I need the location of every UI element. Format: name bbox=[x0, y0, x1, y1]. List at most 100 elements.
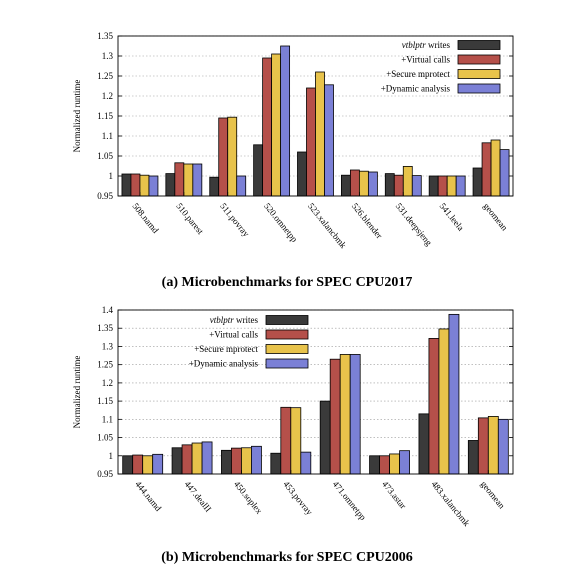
bar-1 bbox=[298, 152, 307, 196]
bar-4 bbox=[412, 176, 421, 196]
y-tick-label: 1.25 bbox=[97, 71, 113, 81]
y-tick-label: 1.15 bbox=[97, 396, 113, 406]
y-tick-label: 1.2 bbox=[102, 91, 113, 101]
bar-3 bbox=[192, 443, 202, 474]
legend-swatch bbox=[266, 345, 308, 354]
legend-swatch bbox=[266, 330, 308, 339]
bar-1 bbox=[123, 456, 133, 474]
y-tick-label: 1.2 bbox=[102, 378, 113, 388]
y-tick-label: 1.1 bbox=[102, 131, 113, 141]
chart-a: 0.95 1 1.05 1.1 1.15 1.2 1.25 1.3 1.35 Normalized… bbox=[72, 31, 513, 251]
bar-4 bbox=[281, 46, 290, 196]
y-tick-label: 1 bbox=[109, 171, 114, 181]
y-tick-label: 0.95 bbox=[97, 191, 113, 201]
y-tick-label: 0.95 bbox=[97, 469, 113, 479]
bar-3 bbox=[447, 176, 456, 196]
legend-swatch bbox=[458, 70, 500, 79]
bar-2 bbox=[380, 456, 390, 474]
bar-2 bbox=[131, 174, 140, 196]
legend-swatch bbox=[458, 55, 500, 64]
y-tick-label: 1.3 bbox=[102, 341, 114, 351]
bar-3 bbox=[291, 408, 301, 474]
legend: vtblptr writes +Virtual calls +Secure mpro… bbox=[189, 315, 308, 369]
legend-label-italic: vtblptr bbox=[210, 315, 234, 325]
bar-1 bbox=[271, 453, 281, 474]
bar-3 bbox=[241, 448, 251, 474]
bar-1 bbox=[370, 456, 380, 474]
bar-2 bbox=[182, 445, 192, 474]
y-tick-label: 1.35 bbox=[97, 31, 113, 41]
bar-2 bbox=[281, 407, 291, 474]
bar-4 bbox=[193, 164, 202, 196]
x-tick-label: 526.blender bbox=[350, 201, 385, 241]
bar-4 bbox=[500, 150, 509, 196]
y-tick-label: 1.4 bbox=[102, 305, 114, 315]
bar-4 bbox=[149, 176, 158, 196]
y-tick-label: 1.15 bbox=[97, 111, 113, 121]
y-tick-label: 1.05 bbox=[97, 433, 113, 443]
bar-4 bbox=[153, 454, 163, 474]
bar-3 bbox=[491, 140, 500, 196]
bar-1 bbox=[254, 145, 263, 196]
bar-4 bbox=[400, 451, 410, 474]
bar-4 bbox=[251, 446, 261, 474]
x-tick-label: 473.astar bbox=[380, 479, 408, 511]
bar-3 bbox=[439, 329, 449, 474]
legend-label: +Secure mprotect bbox=[386, 69, 450, 79]
legend-label: vtblptr writes bbox=[210, 315, 259, 325]
bar-3 bbox=[359, 171, 368, 196]
bar-1 bbox=[473, 168, 482, 196]
bar-3 bbox=[340, 354, 350, 474]
legend-label-italic: vtblptr bbox=[402, 40, 426, 50]
x-tick-label: 453.povray bbox=[281, 479, 315, 517]
legend-label-rest: writes bbox=[234, 315, 259, 325]
legend-swatch bbox=[458, 41, 500, 50]
x-tick-label: 531.deepsjeng bbox=[394, 201, 435, 248]
bar-2 bbox=[438, 176, 447, 196]
bar-4 bbox=[498, 419, 508, 474]
bar-3 bbox=[488, 416, 498, 474]
x-tick-label: geomean bbox=[482, 201, 511, 233]
bar-3 bbox=[403, 166, 412, 196]
bar-2 bbox=[231, 448, 241, 474]
legend-label: +Virtual calls bbox=[401, 55, 450, 65]
bar-2 bbox=[175, 163, 184, 196]
bar-2 bbox=[478, 418, 488, 474]
x-tick-label: 511.povray bbox=[218, 201, 252, 239]
figure-caption: (b) Microbenchmarks for SPEC CPU2006 bbox=[161, 550, 412, 565]
x-tick-label: 471.omnetpp bbox=[331, 479, 369, 522]
x-tick-label: 520.omnetpp bbox=[262, 201, 300, 244]
bar-4 bbox=[325, 85, 334, 196]
figure-caption: (a) Microbenchmarks for SPEC CPU2017 bbox=[162, 275, 413, 290]
x-tick-label: 444.namd bbox=[133, 479, 164, 513]
bar-1 bbox=[429, 176, 438, 196]
legend-label: +Dynamic analysis bbox=[189, 359, 259, 369]
bar-2 bbox=[350, 170, 359, 196]
x-tick-label: 483.xalancbmk bbox=[429, 479, 472, 529]
bar-4 bbox=[368, 172, 377, 196]
legend-swatch bbox=[266, 316, 308, 325]
x-tick-label: 510.parest bbox=[174, 201, 206, 237]
bar-3 bbox=[228, 117, 237, 196]
bar-1 bbox=[341, 175, 350, 196]
y-axis-label: Normalized runtime bbox=[72, 80, 82, 153]
x-tick-label: geomean bbox=[479, 479, 508, 511]
bar-1 bbox=[468, 440, 478, 474]
chart-b: 0.95 1 1.05 1.1 1.15 1.2 1.25 1.3 1.35 1.4 Normali… bbox=[72, 305, 513, 529]
bar-1 bbox=[210, 177, 219, 196]
bar-2 bbox=[394, 175, 403, 196]
y-tick-label: 1.25 bbox=[97, 360, 113, 370]
bar-1 bbox=[419, 414, 429, 474]
legend-label: +Virtual calls bbox=[209, 330, 258, 340]
bar-1 bbox=[172, 448, 182, 474]
bar-3 bbox=[272, 54, 281, 196]
bar-4 bbox=[237, 176, 246, 196]
bar-2 bbox=[429, 338, 439, 474]
bar-3 bbox=[143, 456, 153, 474]
legend-swatch bbox=[458, 84, 500, 93]
y-axis-label: Normalized runtime bbox=[72, 356, 82, 429]
x-tick-label: 450.soplex bbox=[232, 479, 265, 516]
bar-2 bbox=[133, 455, 143, 474]
bar-4 bbox=[202, 442, 212, 474]
